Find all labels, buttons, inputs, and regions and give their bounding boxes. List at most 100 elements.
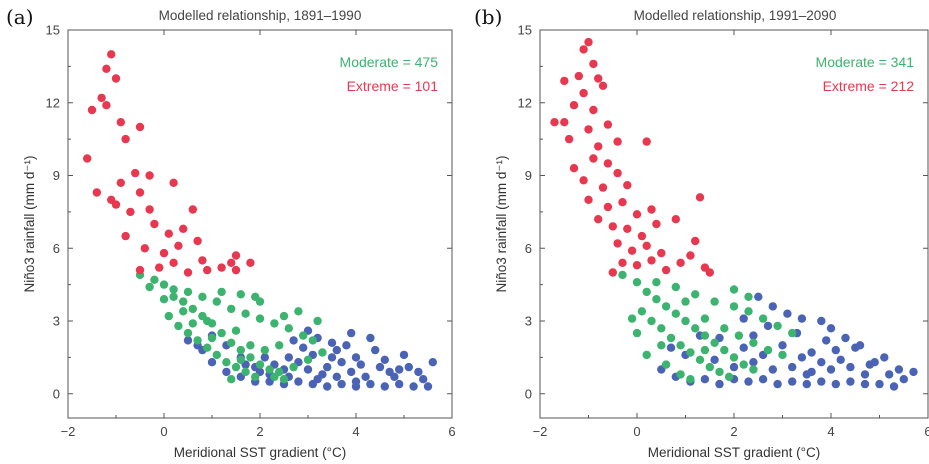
data-point-extreme: [589, 154, 598, 163]
data-point-extreme: [111, 200, 121, 209]
data-point-moderate: [632, 278, 642, 287]
data-point-moderate: [632, 328, 642, 338]
data-point-neutral: [773, 379, 782, 389]
data-point-moderate: [729, 353, 739, 362]
data-point-moderate: [212, 297, 221, 306]
data-point-neutral: [395, 365, 404, 374]
data-point-extreme: [613, 168, 622, 178]
data-point-extreme: [603, 159, 613, 168]
panel-b: −2 0 2 4 6 0 3 6 9 12 15 Meridional SST gradient (°…: [474, 5, 929, 460]
data-point-moderate: [188, 304, 197, 314]
x-axis: −2 0 2 4 6: [533, 30, 929, 439]
data-point-extreme: [598, 81, 608, 91]
data-point-moderate: [691, 324, 700, 333]
data-point-neutral: [768, 365, 777, 374]
data-point-moderate: [183, 287, 193, 297]
data-point-neutral: [797, 353, 807, 362]
data-point-extreme: [584, 125, 593, 134]
data-point-extreme: [603, 202, 613, 212]
data-point-moderate: [749, 338, 758, 347]
data-point-moderate: [652, 295, 661, 304]
data-point-moderate: [222, 358, 231, 367]
data-point-moderate: [691, 290, 700, 299]
data-point-extreme: [705, 268, 714, 277]
y-tick-label: 15: [518, 23, 532, 38]
data-point-moderate: [749, 365, 758, 374]
data-point-moderate: [720, 345, 729, 355]
data-point-neutral: [356, 360, 365, 369]
data-point-moderate: [188, 319, 197, 328]
data-point-extreme: [164, 229, 173, 238]
data-point-neutral: [817, 377, 826, 386]
data-point-moderate: [294, 307, 303, 316]
data-point-moderate: [700, 331, 710, 340]
data-point-moderate: [255, 314, 265, 323]
x-tick-label: 0: [160, 424, 167, 439]
data-point-extreme: [647, 256, 656, 265]
data-point-extreme: [686, 251, 695, 260]
data-point-extreme: [560, 76, 569, 86]
data-point-neutral: [289, 336, 298, 345]
data-point-extreme: [574, 71, 583, 81]
x-tick-label: 6: [448, 424, 455, 439]
data-point-extreme: [623, 224, 632, 233]
data-point-extreme: [135, 188, 145, 197]
y-tick-label: 3: [525, 314, 532, 329]
data-point-moderate: [666, 333, 676, 343]
data-point-moderate: [661, 360, 671, 369]
data-point-moderate: [618, 270, 627, 280]
data-point-extreme: [135, 122, 145, 132]
x-tick-label: 6: [924, 424, 929, 439]
data-point-moderate: [203, 343, 212, 352]
data-point-extreme: [198, 256, 207, 265]
data-point-extreme: [594, 74, 603, 83]
data-point-moderate: [758, 314, 768, 323]
x-tick-label: −2: [61, 424, 76, 439]
data-point-neutral: [347, 367, 356, 377]
data-point-neutral: [375, 362, 385, 372]
data-point-extreme: [589, 59, 598, 69]
data-point-moderate: [744, 292, 753, 301]
data-point-moderate: [642, 287, 651, 297]
data-point-neutral: [885, 370, 894, 379]
x-tick-label: 4: [827, 424, 834, 439]
data-point-moderate: [710, 297, 719, 306]
data-point-moderate: [270, 319, 279, 328]
data-point-moderate: [217, 287, 226, 297]
data-point-moderate: [231, 326, 241, 335]
series-moderate: [135, 270, 327, 384]
data-point-neutral: [860, 379, 870, 389]
data-point-moderate: [164, 311, 173, 321]
data-point-extreme: [695, 193, 705, 202]
data-point-moderate: [773, 321, 782, 331]
data-point-moderate: [318, 348, 327, 357]
data-point-moderate: [183, 328, 193, 338]
data-point-extreme: [169, 178, 178, 187]
data-point-moderate: [270, 372, 279, 381]
data-point-moderate: [739, 360, 748, 369]
data-point-moderate: [236, 290, 245, 299]
data-point-extreme: [102, 64, 111, 74]
data-point-neutral: [351, 353, 361, 362]
data-point-neutral: [739, 343, 748, 352]
data-point-moderate: [657, 324, 666, 333]
data-point-extreme: [179, 224, 188, 233]
legend-entry: Moderate = 475: [340, 54, 439, 70]
data-point-extreme: [155, 263, 164, 272]
data-point-neutral: [826, 365, 836, 374]
data-point-extreme: [603, 120, 613, 129]
y-tick-label: 0: [525, 386, 532, 401]
data-point-moderate: [212, 350, 221, 360]
data-point-neutral: [797, 314, 807, 323]
data-point-moderate: [729, 302, 739, 311]
data-point-moderate: [169, 285, 178, 294]
data-point-neutral: [768, 302, 777, 311]
legend-entry: Extreme = 101: [347, 78, 439, 94]
data-point-extreme: [102, 101, 111, 110]
data-point-extreme: [647, 205, 656, 214]
data-point-neutral: [826, 324, 836, 333]
data-point-neutral: [754, 292, 763, 301]
data-point-neutral: [860, 370, 870, 379]
y-tick-label: 6: [525, 241, 532, 256]
